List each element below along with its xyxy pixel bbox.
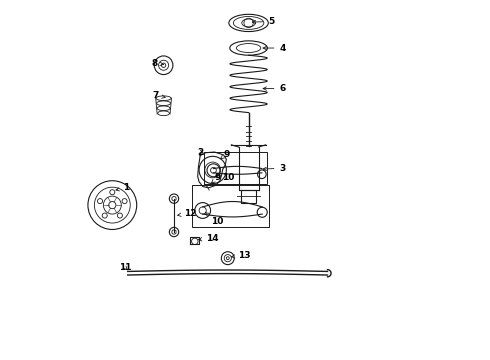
Text: 10: 10	[206, 213, 223, 226]
Bar	[241, 190, 256, 203]
Text: 13: 13	[231, 251, 250, 260]
Text: 6: 6	[263, 84, 286, 93]
Text: 9: 9	[220, 150, 230, 159]
Text: 10: 10	[216, 173, 234, 182]
Text: 4: 4	[263, 44, 286, 53]
Text: 11: 11	[119, 263, 131, 272]
Text: 8: 8	[152, 59, 164, 68]
Text: 2: 2	[197, 148, 204, 157]
Text: 9: 9	[212, 173, 221, 183]
Text: 12: 12	[178, 209, 196, 218]
Text: 1: 1	[116, 183, 129, 192]
Bar	[192, 185, 270, 227]
Bar	[204, 152, 267, 184]
Text: 5: 5	[252, 17, 274, 26]
Text: 7: 7	[152, 91, 165, 100]
Text: 14: 14	[198, 234, 219, 243]
Text: 3: 3	[263, 164, 286, 173]
